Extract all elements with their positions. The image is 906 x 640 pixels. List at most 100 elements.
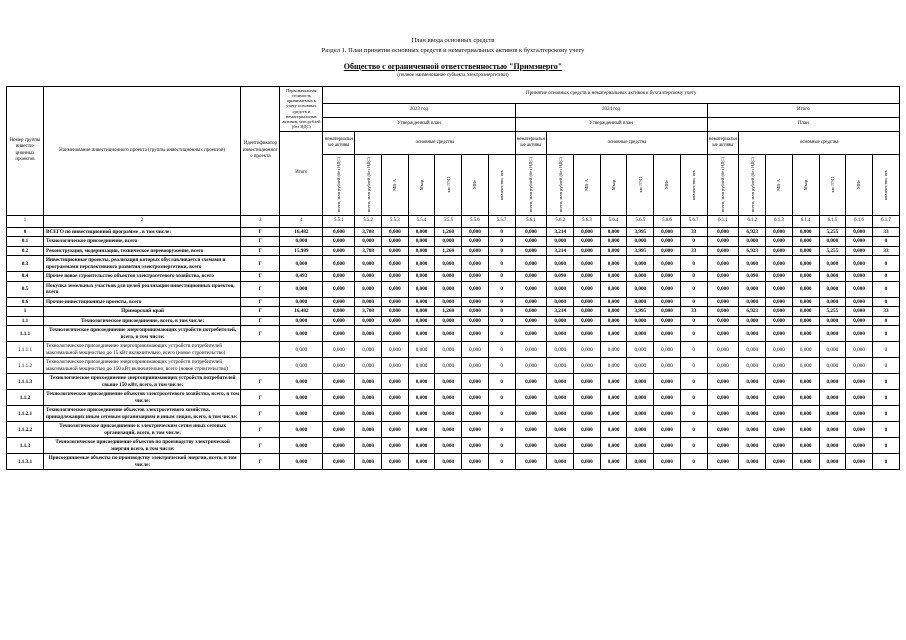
row-value: 0,000 bbox=[514, 325, 548, 343]
row-value: 0,000 bbox=[818, 341, 847, 359]
row-value: 0 bbox=[871, 280, 901, 298]
row-project-id bbox=[240, 341, 281, 359]
row-value: 1,260 bbox=[434, 245, 463, 257]
year-header: Итого bbox=[706, 102, 901, 118]
row-value: 0,000 bbox=[322, 245, 356, 257]
row-value: 0,000 bbox=[706, 306, 740, 317]
row-value: 5,255 bbox=[818, 306, 847, 317]
row-value: 0,000 bbox=[653, 341, 681, 359]
row-value: 0,000 bbox=[461, 271, 489, 282]
col-header-initial-cost: Первоначальная стоимость принимаемых к у… bbox=[279, 85, 324, 132]
row-value: 0 bbox=[679, 421, 708, 439]
unit-label: МВт bbox=[472, 180, 478, 190]
row-value: 0,000 bbox=[765, 306, 793, 317]
row-value: 0 bbox=[871, 341, 901, 359]
row-value: 0,000 bbox=[791, 389, 820, 407]
row-project-id: Г bbox=[240, 236, 281, 247]
row-value: 0,000 bbox=[380, 296, 409, 308]
row-value: 0,000 bbox=[653, 271, 681, 282]
row-number: 1.1.2.1 bbox=[6, 405, 44, 423]
unit-header: км ЛЭП bbox=[434, 153, 463, 216]
row-value: 0,000 bbox=[514, 236, 548, 247]
row-value: 33 bbox=[679, 245, 708, 257]
row-value: 0,000 bbox=[434, 341, 463, 359]
row-value: 0,000 bbox=[818, 280, 847, 298]
row-value: 0,000 bbox=[653, 245, 681, 257]
unit-label: МВ·А bbox=[776, 178, 782, 191]
row-project-id: Г bbox=[240, 271, 281, 282]
row-number: 0.6 bbox=[6, 296, 44, 308]
row-initial-cost: 0,000 bbox=[279, 236, 324, 247]
row-value: 0,000 bbox=[407, 405, 436, 423]
row-value: 0,000 bbox=[573, 226, 601, 238]
row-value: 0 bbox=[679, 325, 708, 343]
row-value: 0,000 bbox=[514, 255, 548, 273]
row-value: 0,000 bbox=[461, 255, 489, 273]
row-value: 0,000 bbox=[461, 453, 489, 471]
row-initial-cost: 16,482 bbox=[279, 226, 324, 238]
row-value: 0,000 bbox=[626, 236, 655, 247]
row-value: 0,000 bbox=[573, 236, 601, 247]
row-value: 0,000 bbox=[818, 453, 847, 471]
row-value: 0,000 bbox=[354, 296, 382, 308]
row-value: 0,000 bbox=[845, 245, 873, 257]
row-value: 0,000 bbox=[791, 226, 820, 238]
col-header-project-number: Номер группы инвести-ционных проектов bbox=[6, 85, 44, 216]
row-value: 0,000 bbox=[791, 245, 820, 257]
row-value: 0,000 bbox=[573, 389, 601, 407]
row-value: 0,000 bbox=[765, 341, 793, 359]
row-value: 0,000 bbox=[653, 357, 681, 375]
row-value: 0,000 bbox=[845, 226, 873, 238]
row-value: 0,000 bbox=[706, 437, 740, 455]
row-value: 0 bbox=[871, 421, 901, 439]
row-value: 0,000 bbox=[599, 389, 628, 407]
row-value: 0,000 bbox=[322, 315, 356, 327]
row-value: 33 bbox=[871, 226, 901, 238]
row-value: 0,000 bbox=[514, 453, 548, 471]
row-project-name: Прочее новое строительство объектов элек… bbox=[42, 271, 242, 282]
column-number: 5.5.2 bbox=[354, 214, 382, 228]
row-value: 0 bbox=[679, 453, 708, 471]
row-value: 0,000 bbox=[546, 325, 575, 343]
row-number: 1.1.2.2 bbox=[6, 421, 44, 439]
table-row: 1.1.2.1 Технологическое присоединение объ… bbox=[6, 405, 901, 423]
unit-label: км ЛЭП bbox=[829, 177, 835, 193]
row-project-id: Г bbox=[240, 325, 281, 343]
row-value: 0,000 bbox=[791, 341, 820, 359]
row-initial-cost: 0,000 bbox=[279, 373, 324, 391]
column-number: 5.6.6 bbox=[653, 214, 681, 228]
assets-acceptance-table: Номер группы инвести-ционных проектов На… bbox=[6, 85, 901, 471]
unit-header: МВт bbox=[845, 153, 873, 216]
row-value: 0,000 bbox=[765, 245, 793, 257]
row-value: 0 bbox=[679, 296, 708, 308]
row-value: 0 bbox=[679, 255, 708, 273]
row-value: 0 bbox=[679, 405, 708, 423]
row-project-id: Г bbox=[240, 255, 281, 273]
row-value: 0,000 bbox=[354, 373, 382, 391]
row-value: 0,000 bbox=[461, 357, 489, 375]
row-value: 0,000 bbox=[738, 325, 767, 343]
row-value: 0,000 bbox=[653, 437, 681, 455]
row-value: 0,000 bbox=[514, 306, 548, 317]
row-value: 0,000 bbox=[461, 306, 489, 317]
fixed-assets-header: основные средства bbox=[738, 130, 900, 155]
row-value: 0,000 bbox=[845, 315, 873, 327]
row-value: 0,000 bbox=[354, 405, 382, 423]
row-value: 0,000 bbox=[599, 296, 628, 308]
document-section-title: Раздел 1. План принятия основных средств… bbox=[321, 46, 585, 54]
row-value: 0,000 bbox=[434, 325, 463, 343]
row-value: 0,000 bbox=[322, 280, 356, 298]
row-value: 0,000 bbox=[818, 315, 847, 327]
table-row: 0.2 Реконструкция, модернизация, техничес… bbox=[6, 245, 901, 257]
row-value: 0,000 bbox=[407, 296, 436, 308]
row-value: 0,000 bbox=[546, 315, 575, 327]
row-value: 0,000 bbox=[706, 236, 740, 247]
row-value: 0,000 bbox=[407, 453, 436, 471]
unit-header: всего, млн рублей (без НДС) bbox=[738, 153, 767, 216]
column-number: 5.5.5 bbox=[434, 214, 463, 228]
row-value: 0,000 bbox=[354, 437, 382, 455]
row-value: 0,000 bbox=[380, 325, 409, 343]
row-value: 0,000 bbox=[706, 325, 740, 343]
column-number: 5.6.2 bbox=[546, 214, 575, 228]
